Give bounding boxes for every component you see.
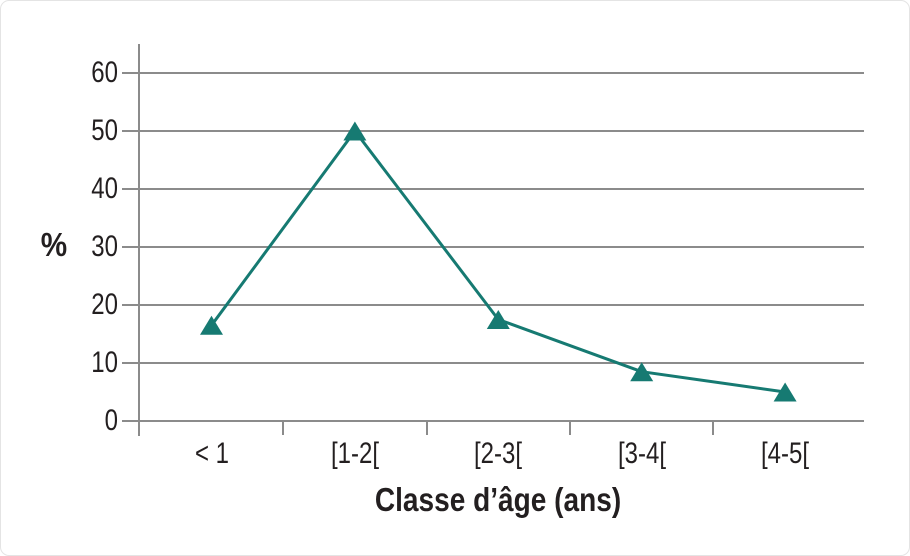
x-tick-label: [4-5[ [761, 437, 810, 470]
y-tick-label: 20 [91, 288, 118, 321]
x-tick [712, 421, 715, 435]
y-tick-label: 50 [91, 114, 118, 147]
x-tick [425, 421, 428, 435]
triangle-marker [486, 310, 510, 329]
gridline [122, 362, 864, 364]
gridline [122, 130, 864, 132]
x-tick-label: [2-3[ [474, 437, 523, 470]
y-tick-label: 60 [91, 56, 118, 89]
y-axis-title: % [40, 226, 68, 263]
x-tick-label: [3-4[ [617, 437, 666, 470]
y-axis-line [138, 44, 140, 436]
gridline [122, 246, 864, 248]
y-tick-label: 10 [91, 346, 118, 379]
triangle-marker [773, 382, 797, 402]
data-line [210, 128, 786, 394]
y-tick-label: 0 [104, 404, 118, 437]
triangle-marker [630, 362, 654, 382]
x-tick [282, 421, 285, 435]
y-tick-label: 30 [91, 230, 118, 263]
x-axis-title: Classe d’âge (ans) [374, 481, 622, 518]
gridline [122, 304, 864, 306]
gridline [122, 188, 864, 190]
triangle-marker [343, 121, 367, 141]
triangle-marker [200, 315, 223, 335]
x-tick-label: < 1 [194, 437, 229, 470]
gridline [122, 72, 864, 74]
x-tick [569, 421, 571, 435]
x-tick-label: [1-2[ [330, 437, 379, 470]
gridline [122, 420, 864, 422]
y-tick-label: 40 [91, 172, 118, 205]
